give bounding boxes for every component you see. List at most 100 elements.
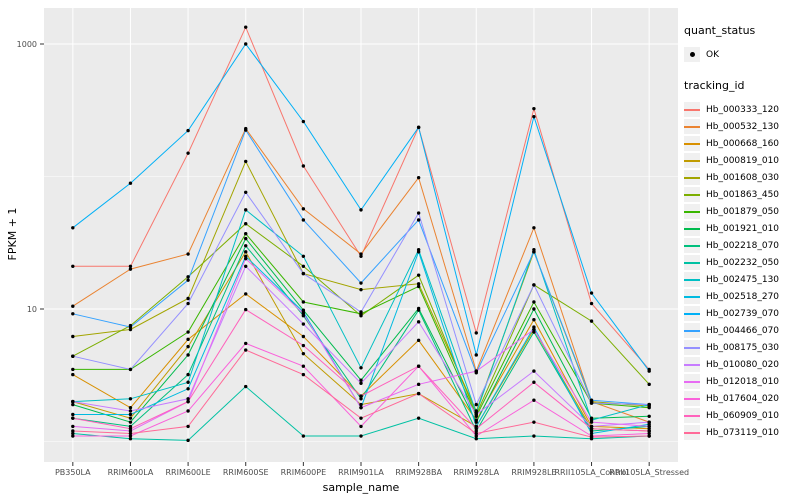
data-point[interactable] <box>301 271 306 276</box>
data-point[interactable] <box>359 405 363 410</box>
data-point[interactable] <box>359 424 363 429</box>
data-point[interactable] <box>416 284 421 289</box>
data-point[interactable] <box>532 325 536 329</box>
data-point[interactable] <box>359 434 363 438</box>
data-point[interactable] <box>186 438 190 443</box>
data-point[interactable] <box>416 218 421 222</box>
data-point[interactable] <box>186 151 190 155</box>
data-point[interactable] <box>128 409 133 413</box>
legend-item-Hb_002475_130[interactable]: Hb_002475_130 <box>684 271 800 288</box>
data-point[interactable] <box>128 431 133 436</box>
data-point[interactable] <box>186 397 190 401</box>
data-point[interactable] <box>359 366 363 370</box>
data-point[interactable] <box>647 434 651 438</box>
data-point[interactable] <box>416 382 421 387</box>
data-point[interactable] <box>532 330 536 334</box>
data-point[interactable] <box>186 399 190 404</box>
data-point[interactable] <box>589 431 594 436</box>
data-point[interactable] <box>301 343 306 348</box>
data-point[interactable] <box>128 416 133 420</box>
data-point[interactable] <box>186 387 190 391</box>
data-point[interactable] <box>128 327 133 332</box>
legend-item-Hb_001608_030[interactable]: Hb_001608_030 <box>684 169 800 186</box>
data-point[interactable] <box>128 420 133 424</box>
legend-item-Hb_000333_120[interactable]: Hb_000333_120 <box>684 101 800 118</box>
data-point[interactable] <box>186 409 190 413</box>
data-point[interactable] <box>186 424 190 429</box>
data-point[interactable] <box>244 307 248 312</box>
data-point[interactable] <box>301 207 306 211</box>
data-point[interactable] <box>301 254 306 258</box>
data-point[interactable] <box>186 372 190 377</box>
data-point[interactable] <box>647 369 651 373</box>
data-point[interactable] <box>244 222 248 226</box>
data-point[interactable] <box>301 322 306 326</box>
data-point[interactable] <box>359 394 363 398</box>
data-point[interactable] <box>71 354 75 358</box>
data-point[interactable] <box>416 211 421 215</box>
data-point[interactable] <box>647 382 651 387</box>
data-point[interactable] <box>532 226 536 230</box>
data-point[interactable] <box>589 291 594 295</box>
data-point[interactable] <box>647 424 651 429</box>
data-point[interactable] <box>71 312 75 316</box>
data-point[interactable] <box>186 278 190 282</box>
data-point[interactable] <box>589 429 594 433</box>
data-point[interactable] <box>71 399 75 404</box>
data-point[interactable] <box>532 327 536 332</box>
data-point[interactable] <box>244 128 248 132</box>
data-point[interactable] <box>359 397 363 401</box>
data-point[interactable] <box>244 236 248 241</box>
data-point[interactable] <box>647 402 651 407</box>
legend-item-Hb_002232_050[interactable]: Hb_002232_050 <box>684 254 800 271</box>
data-point[interactable] <box>474 431 478 436</box>
data-point[interactable] <box>186 353 190 357</box>
data-point[interactable] <box>474 402 478 407</box>
data-point[interactable] <box>647 420 651 424</box>
legend-item-Hb_002739_070[interactable]: Hb_002739_070 <box>684 305 800 322</box>
legend-item-Hb_010080_020[interactable]: Hb_010080_020 <box>684 356 800 373</box>
data-point[interactable] <box>71 429 75 433</box>
data-point[interactable] <box>186 337 190 342</box>
data-point[interactable] <box>474 331 478 335</box>
data-point[interactable] <box>359 416 363 420</box>
data-point[interactable] <box>532 318 536 322</box>
data-point[interactable] <box>647 405 651 410</box>
data-point[interactable] <box>128 181 133 185</box>
data-point[interactable] <box>128 434 133 438</box>
data-point[interactable] <box>474 426 478 431</box>
legend-item-Hb_000819_010[interactable]: Hb_000819_010 <box>684 152 800 169</box>
data-point[interactable] <box>244 250 248 254</box>
legend-item-Hb_002218_070[interactable]: Hb_002218_070 <box>684 237 800 254</box>
data-point[interactable] <box>71 416 75 420</box>
data-point[interactable] <box>416 250 421 254</box>
data-point[interactable] <box>416 391 421 396</box>
data-point[interactable] <box>532 300 536 304</box>
data-point[interactable] <box>128 426 133 431</box>
data-point[interactable] <box>301 119 306 124</box>
data-point[interactable] <box>301 334 306 339</box>
legend-item-Hb_000532_130[interactable]: Hb_000532_130 <box>684 118 800 135</box>
data-point[interactable] <box>71 367 75 372</box>
data-point[interactable] <box>474 420 478 424</box>
data-point[interactable] <box>244 25 248 29</box>
data-point[interactable] <box>186 252 190 256</box>
data-point[interactable] <box>71 372 75 377</box>
data-point[interactable] <box>244 341 248 346</box>
data-point[interactable] <box>301 218 306 222</box>
data-point[interactable] <box>128 397 133 401</box>
data-point[interactable] <box>589 301 594 306</box>
data-point[interactable] <box>186 301 190 306</box>
data-point[interactable] <box>416 338 421 343</box>
data-point[interactable] <box>474 436 478 441</box>
data-point[interactable] <box>244 348 248 352</box>
data-point[interactable] <box>474 353 478 357</box>
data-point[interactable] <box>71 434 75 438</box>
legend-item-Hb_002518_270[interactable]: Hb_002518_270 <box>684 288 800 305</box>
data-point[interactable] <box>244 256 248 261</box>
data-point[interactable] <box>416 416 421 420</box>
data-point[interactable] <box>532 250 536 254</box>
data-point[interactable] <box>244 292 248 296</box>
legend-item-Hb_017604_020[interactable]: Hb_017604_020 <box>684 390 800 407</box>
data-point[interactable] <box>128 367 133 372</box>
